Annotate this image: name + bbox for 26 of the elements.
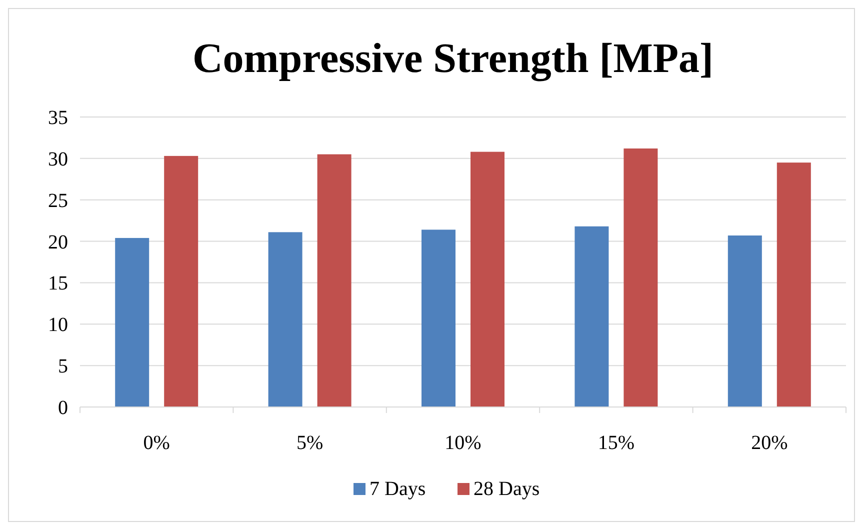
y-tick-label: 10 [48, 314, 68, 336]
y-tick-label: 0 [58, 397, 68, 419]
bar [317, 154, 352, 407]
x-tick-label: 0% [143, 432, 170, 454]
bar [115, 238, 150, 407]
y-tick-label: 20 [48, 231, 68, 254]
x-tick-label: 15% [598, 432, 635, 454]
y-tick-label: 35 [48, 107, 68, 129]
legend-label: 28 Days [474, 478, 540, 500]
y-tick-label: 30 [48, 148, 68, 170]
x-tick-label: 5% [296, 432, 324, 454]
x-tick-label: 10% [444, 432, 482, 454]
bar [776, 162, 811, 407]
bar [164, 156, 198, 407]
y-tick-label: 25 [48, 190, 68, 212]
bar [268, 232, 302, 407]
y-tick-label: 15 [48, 272, 68, 295]
bar [470, 152, 504, 407]
y-tick-label: 5 [58, 356, 68, 378]
bar [422, 230, 456, 407]
x-tick-label: 20% [751, 432, 788, 454]
bar [728, 235, 762, 407]
bar [624, 148, 658, 407]
legend-label: 7 Days [370, 478, 426, 500]
chart-title: Compressive Strength [MPa] [192, 36, 714, 82]
bar [574, 226, 609, 407]
